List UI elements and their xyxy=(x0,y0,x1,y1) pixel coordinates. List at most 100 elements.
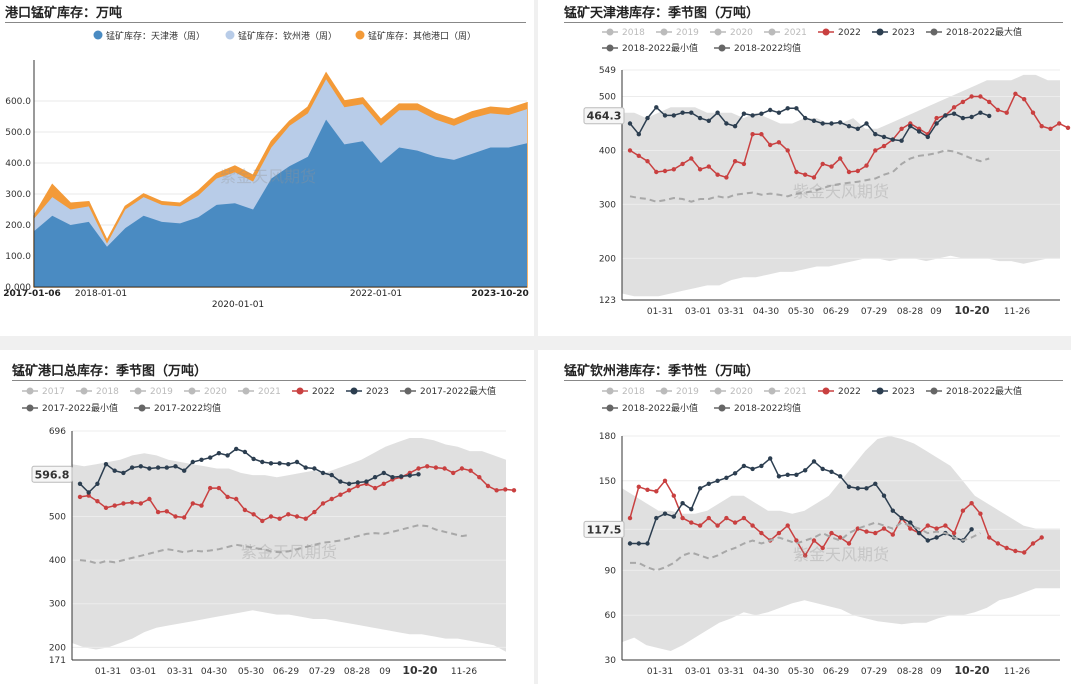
data-point xyxy=(277,516,282,521)
data-point xyxy=(732,520,738,525)
data-point xyxy=(732,124,738,129)
data-point xyxy=(794,538,799,543)
data-point xyxy=(978,511,983,516)
data-point xyxy=(1013,548,1018,554)
x-tick-label: 08-28 xyxy=(897,307,923,317)
data-point xyxy=(268,461,274,466)
y-tick-label: 300 xyxy=(599,200,616,210)
legend-marker xyxy=(350,387,358,395)
legend-label: 2022 xyxy=(312,387,335,397)
data-point xyxy=(645,487,650,492)
data-point xyxy=(820,161,825,167)
data-point xyxy=(636,132,641,137)
y-tick-label: 200.0 xyxy=(5,221,31,231)
data-point xyxy=(294,459,300,465)
data-point xyxy=(112,468,117,473)
data-point xyxy=(645,159,650,164)
data-point xyxy=(103,462,109,467)
x-tick-label: 03-31 xyxy=(718,667,744,677)
legend-marker xyxy=(660,28,668,36)
data-point xyxy=(390,475,395,480)
data-point xyxy=(934,121,939,126)
legend-label: 2017-2022均值 xyxy=(154,402,221,414)
data-point xyxy=(1065,125,1071,130)
data-point xyxy=(908,520,913,525)
data-point xyxy=(890,532,895,537)
data-point xyxy=(260,518,265,524)
title-divider xyxy=(564,22,1063,23)
y-tick-label: 123 xyxy=(599,296,616,306)
legend-marker xyxy=(876,387,884,395)
chart-title: 港口锰矿库存：万吨 xyxy=(5,6,123,21)
data-point xyxy=(425,464,430,469)
data-point xyxy=(943,113,948,118)
data-point xyxy=(503,487,508,492)
data-point xyxy=(329,472,334,478)
data-point xyxy=(671,113,676,118)
data-point xyxy=(364,479,369,484)
current-value-label: 117.5 xyxy=(587,523,622,536)
data-point xyxy=(820,121,825,126)
legend-marker xyxy=(930,387,938,395)
data-point xyxy=(916,530,922,536)
legend-label: 2017 xyxy=(42,387,65,397)
data-point xyxy=(987,99,992,105)
data-point xyxy=(881,143,887,149)
legend-label: 2018-2022最小值 xyxy=(622,402,698,414)
data-point xyxy=(697,167,703,172)
data-point xyxy=(199,503,204,508)
data-point xyxy=(969,501,974,506)
data-point xyxy=(662,511,668,516)
y-tick-label: 200 xyxy=(49,643,66,653)
y-tick-label: 400.0 xyxy=(5,159,31,169)
legend-marker xyxy=(606,387,614,395)
legend-marker xyxy=(822,28,830,36)
x-tick-label: 2018-01-01 xyxy=(75,289,127,299)
data-point xyxy=(190,501,195,506)
data-point xyxy=(768,107,773,113)
data-point xyxy=(627,148,633,153)
panel-total-stack: 港口锰矿库存：万吨 锰矿库存：天津港（周） 锰矿库存：钦州港（周） 锰矿库存：其他港… xyxy=(0,0,534,336)
data-point xyxy=(689,156,694,161)
y-tick-label: 30 xyxy=(605,656,617,666)
data-point xyxy=(776,140,782,145)
data-point xyxy=(908,526,913,531)
data-point xyxy=(960,508,966,513)
data-point xyxy=(77,494,83,500)
x-tick-label: 11-26 xyxy=(1004,307,1030,317)
panel-total-seasonal: 锰矿港口总库存：季节图（万吨） 2017 2018 2019 2020 2021 2022… xyxy=(0,350,534,684)
x-tick-label: 07-29 xyxy=(861,307,887,317)
x-tick-label: 03-01 xyxy=(685,667,711,677)
data-point xyxy=(662,478,668,483)
series-line-2018-2022均值 xyxy=(629,149,990,203)
y-tick-label: 400 xyxy=(49,556,66,566)
data-point xyxy=(846,169,852,175)
y-tick-label: 500 xyxy=(49,512,66,522)
legend-label: 2019 xyxy=(676,28,699,38)
data-point xyxy=(855,486,860,491)
data-point xyxy=(216,451,222,456)
data-point xyxy=(636,484,641,489)
watermark: 紫金天风期货 xyxy=(220,167,316,186)
data-point xyxy=(662,168,668,174)
data-point xyxy=(689,110,694,115)
data-point xyxy=(759,530,764,536)
data-point xyxy=(286,512,291,517)
data-point xyxy=(155,465,161,470)
data-point xyxy=(846,541,852,546)
panel-qinzhou-seasonal: 锰矿钦州港库存：季节性（万吨） 2018 2019 2020 2021 2022 2023… xyxy=(538,350,1071,684)
data-point xyxy=(838,156,843,161)
x-tick-label: 06-29 xyxy=(273,667,299,677)
legend-label: 2017-2022最大值 xyxy=(420,385,496,397)
data-point xyxy=(890,508,895,513)
data-point xyxy=(103,505,109,510)
data-point xyxy=(1022,97,1027,102)
legend-label: 2021 xyxy=(784,28,807,38)
data-point xyxy=(485,483,491,489)
data-point xyxy=(750,523,755,528)
data-point xyxy=(803,468,808,473)
data-point xyxy=(129,465,135,470)
data-point xyxy=(355,480,360,485)
legend-label: 2021 xyxy=(784,387,807,397)
chart-title: 锰矿钦州港库存：季节性（万吨） xyxy=(564,364,760,379)
